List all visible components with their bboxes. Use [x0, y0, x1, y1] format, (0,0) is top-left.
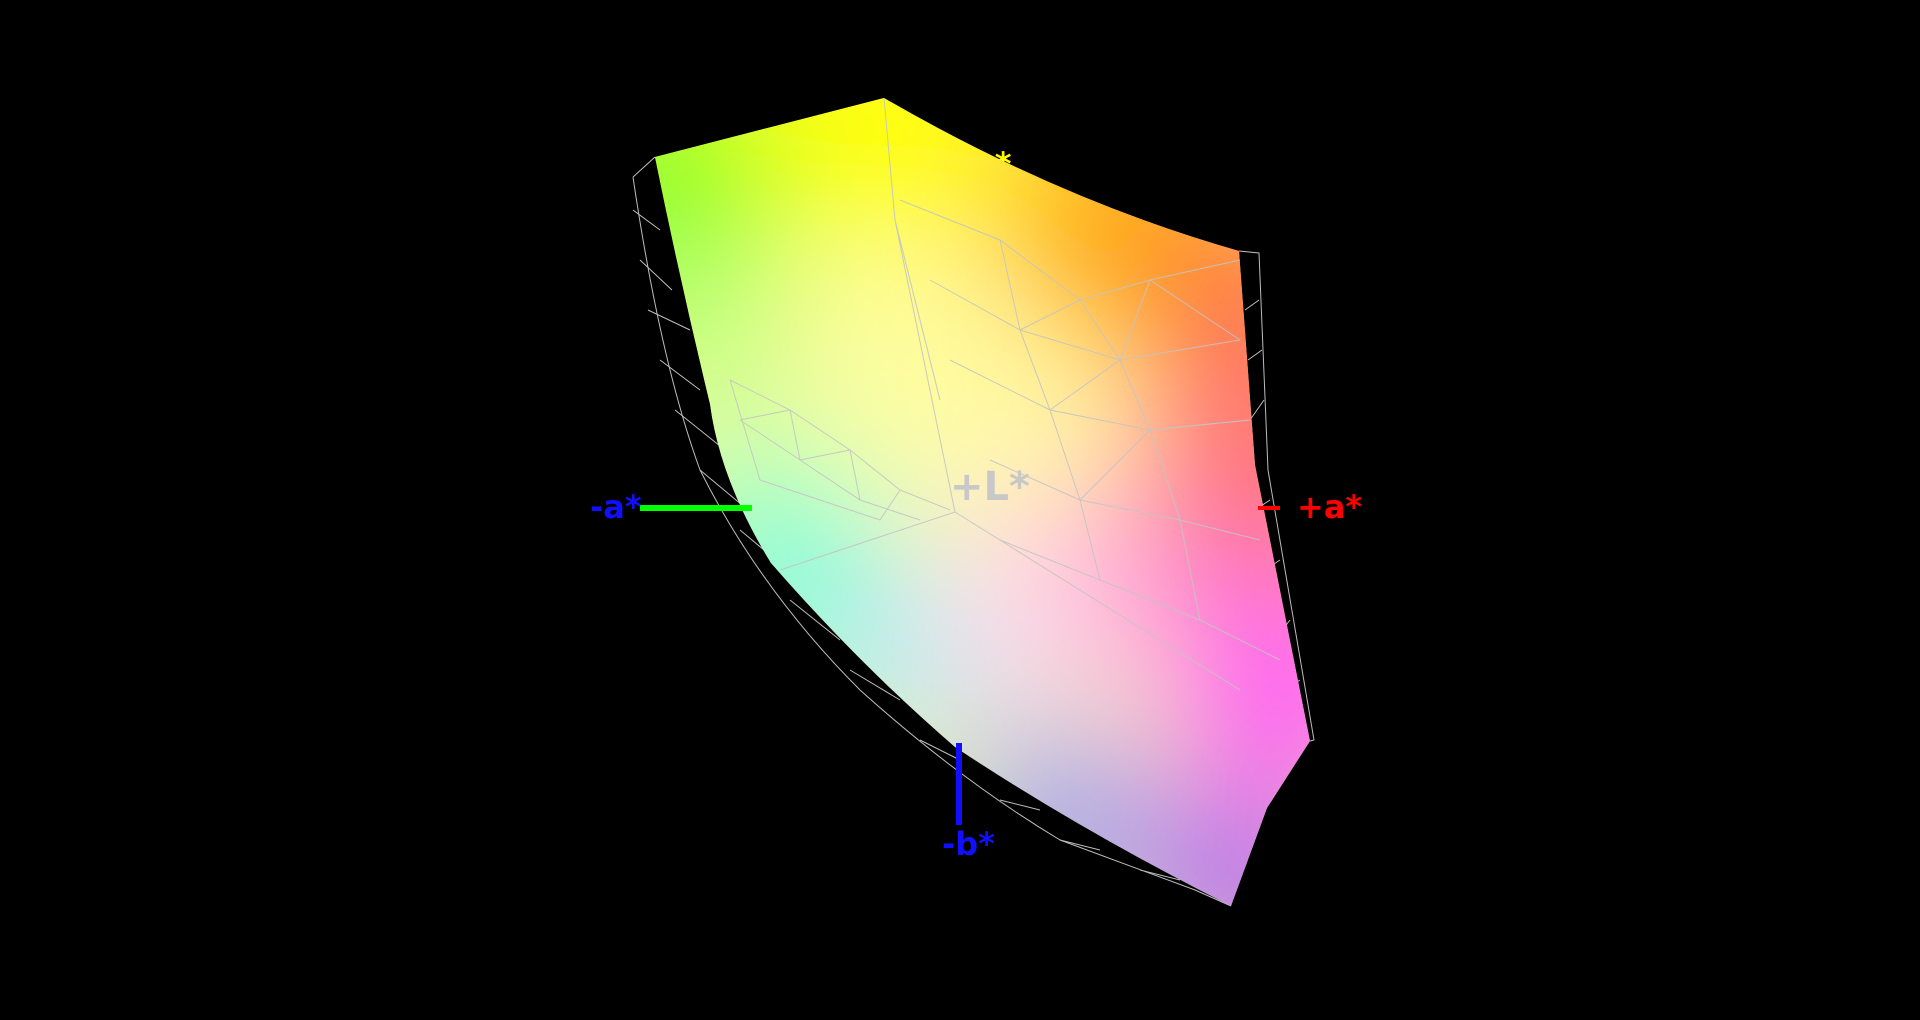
measured-wireframe	[729, 98, 1281, 691]
axis-label-plus-a: +a*	[1297, 488, 1362, 526]
axis-label-plus-l: +L*	[950, 464, 1030, 510]
axis-label-minus-a: -a*	[590, 488, 642, 526]
axis-label-minus-b: -b*	[942, 825, 995, 863]
